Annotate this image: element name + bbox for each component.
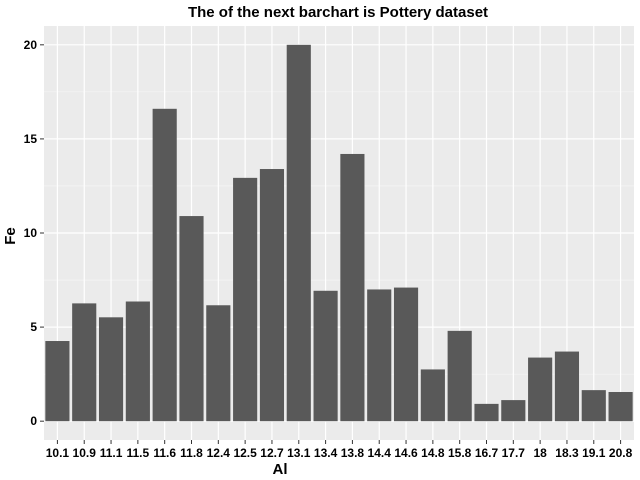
x-tick-label: 13.4 bbox=[314, 446, 338, 460]
x-tick-label: 20.8 bbox=[609, 446, 633, 460]
y-tick-label: 20 bbox=[24, 38, 38, 52]
x-tick-label: 15.8 bbox=[448, 446, 472, 460]
bar bbox=[179, 216, 204, 422]
x-tick-label: 12.4 bbox=[207, 446, 231, 460]
bar bbox=[313, 290, 338, 422]
x-tick-label: 14.8 bbox=[421, 446, 445, 460]
x-tick-label: 11.1 bbox=[100, 446, 123, 460]
bar bbox=[447, 330, 472, 422]
x-tick-label: 12.5 bbox=[233, 446, 257, 460]
x-tick-label: 11.5 bbox=[127, 446, 150, 460]
bar bbox=[125, 301, 150, 422]
bar bbox=[98, 317, 124, 422]
x-tick-label: 13.1 bbox=[287, 446, 311, 460]
x-tick-label: 18 bbox=[533, 446, 547, 460]
y-axis-title: Fe bbox=[2, 227, 19, 245]
x-tick-label: 19.1 bbox=[582, 446, 606, 460]
x-tick-label: 14.6 bbox=[394, 446, 418, 460]
bar bbox=[581, 390, 606, 422]
x-axis-title: Al bbox=[273, 461, 288, 478]
x-tick-label: 12.7 bbox=[260, 446, 284, 460]
bar bbox=[393, 287, 419, 422]
y-tick-label: 10 bbox=[24, 226, 38, 240]
x-tick-label: 11.6 bbox=[153, 446, 176, 460]
bar bbox=[554, 351, 580, 422]
bar bbox=[340, 153, 365, 422]
y-tick-label: 5 bbox=[30, 320, 37, 334]
y-tick-label: 15 bbox=[24, 132, 38, 146]
x-axis-ticks: 10.1 10.9 11.1 11.5 11.6 11.8 12.4 12.5 12.7 13.1… bbox=[46, 440, 633, 460]
x-tick-label: 10.1 bbox=[46, 446, 70, 460]
x-tick-label: 14.4 bbox=[368, 446, 392, 460]
chart-title: The of the next barchart is Pottery data… bbox=[188, 4, 488, 21]
x-tick-label: 13.8 bbox=[341, 446, 365, 460]
x-tick-label: 17.7 bbox=[502, 446, 526, 460]
bar bbox=[367, 289, 392, 422]
bar bbox=[608, 392, 633, 422]
bar bbox=[528, 357, 553, 422]
x-tick-label: 11.8 bbox=[180, 446, 203, 460]
bar bbox=[259, 169, 285, 422]
bar bbox=[474, 403, 499, 422]
bar bbox=[72, 303, 97, 422]
bar bbox=[45, 341, 70, 422]
bar bbox=[206, 305, 231, 422]
x-tick-label: 16.7 bbox=[475, 446, 499, 460]
x-tick-label: 10.9 bbox=[73, 446, 97, 460]
bar bbox=[501, 400, 526, 422]
bar bbox=[286, 44, 311, 422]
bar bbox=[233, 177, 258, 422]
y-axis-ticks: 0 5 10 15 20 bbox=[24, 38, 44, 428]
bar bbox=[420, 369, 445, 422]
bars bbox=[45, 44, 633, 422]
y-tick-label: 0 bbox=[30, 414, 37, 428]
bar bbox=[152, 108, 177, 422]
x-tick-label: 18.3 bbox=[555, 446, 579, 460]
